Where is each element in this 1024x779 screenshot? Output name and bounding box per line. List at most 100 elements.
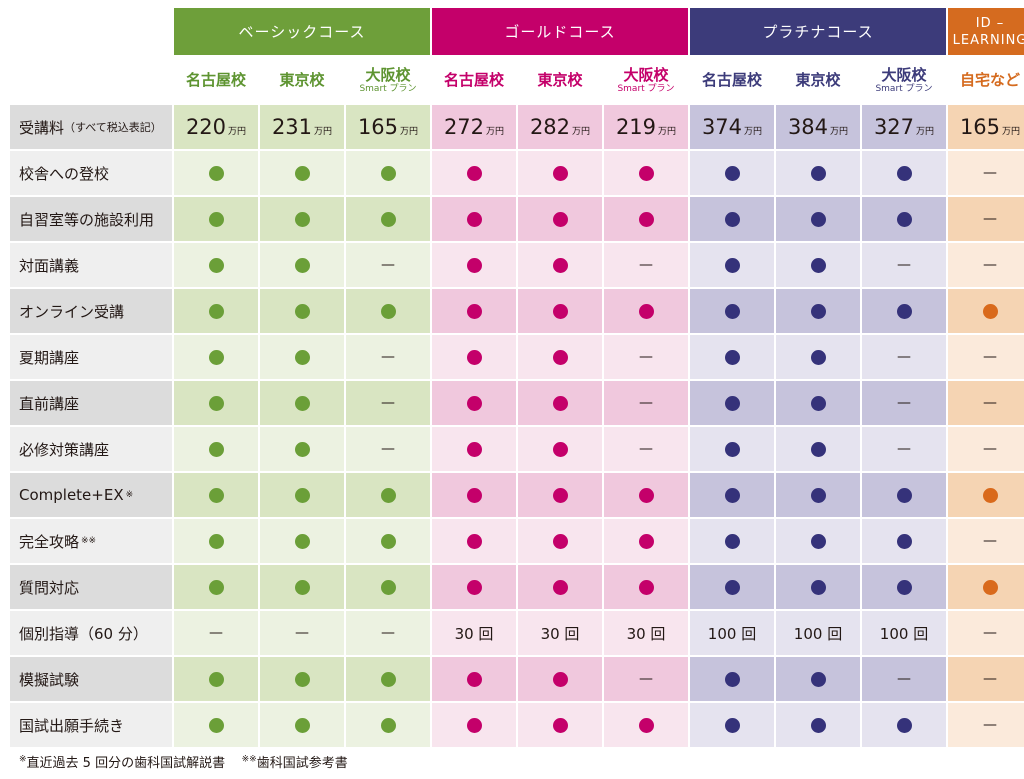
fee-value: 282 (529, 115, 571, 139)
feature-cell (432, 565, 516, 609)
included-dot-icon (638, 487, 654, 503)
included-dot-icon (638, 579, 654, 595)
included-dot-icon (638, 303, 654, 319)
feature-cell (346, 703, 430, 747)
feature-cell (690, 473, 774, 517)
not-included-dash: — (209, 625, 223, 641)
not-included-dash: — (983, 395, 997, 411)
not-included-dash: — (983, 441, 997, 457)
feature-cell (604, 473, 688, 517)
not-included-dash: — (381, 395, 395, 411)
included-dot-icon (466, 717, 482, 733)
feature-cell (690, 289, 774, 333)
not-included-dash: — (983, 165, 997, 181)
feature-cell (948, 289, 1024, 333)
feature-cell (174, 197, 258, 241)
row-label-footnote-mark: ※ (125, 490, 134, 500)
footnote-mark-1: ※ (19, 754, 27, 765)
fee-cell: 272 万円 (432, 105, 516, 149)
included-dot-icon (810, 165, 826, 181)
feature-cell (174, 335, 258, 379)
not-included-dash: — (639, 257, 653, 273)
feature-cell (604, 197, 688, 241)
fee-label: 受講料 (19, 118, 65, 137)
feature-cell (432, 151, 516, 195)
feature-cell (776, 703, 860, 747)
feature-cell (604, 151, 688, 195)
fee-value: 165 (357, 115, 399, 139)
course-header-id-learning-line1: ID – (975, 15, 1005, 31)
included-dot-icon (466, 441, 482, 457)
footnote-mark-2: ※※ (241, 754, 257, 765)
row-label-text: 必修対策講座 (19, 440, 110, 459)
fee-unit: 万円 (1002, 126, 1021, 137)
included-dot-icon (896, 165, 912, 181)
feature-cell (518, 519, 602, 563)
included-dot-icon (208, 441, 224, 457)
row-label-text: オンライン受講 (19, 302, 125, 321)
feature-cell: — (346, 335, 430, 379)
course-header-id-learning-line2: LEARNING (952, 32, 1024, 48)
session-count: 100 回 (879, 624, 929, 643)
course-comparison-table: ベーシックコース ゴールドコース プラチナコース ID – LEARNING 名… (10, 8, 1024, 747)
not-included-dash: — (983, 533, 997, 549)
row-label: 国試出願手続き (10, 703, 172, 747)
feature-cell (862, 151, 946, 195)
feature-cell (690, 657, 774, 701)
included-dot-icon (466, 349, 482, 365)
not-included-dash: — (381, 441, 395, 457)
row-label-text: 校舎への登校 (19, 164, 110, 183)
row-label: 自習室等の施設利用 (10, 197, 172, 241)
included-dot-icon (208, 303, 224, 319)
feature-cell (174, 473, 258, 517)
feature-cell: — (948, 427, 1024, 471)
row-label: 校舎への登校 (10, 151, 172, 195)
course-header-platinum: プラチナコース (690, 8, 946, 55)
included-dot-icon (294, 349, 310, 365)
feature-cell (174, 151, 258, 195)
included-dot-icon (294, 441, 310, 457)
not-included-dash: — (983, 717, 997, 733)
feature-cell (776, 565, 860, 609)
fee-cell: 282 万円 (518, 105, 602, 149)
included-dot-icon (466, 579, 482, 595)
row-label-text: 直前講座 (19, 394, 80, 413)
row-label: 夏期講座 (10, 335, 172, 379)
course-header-basic: ベーシックコース (174, 8, 430, 55)
feature-cell (948, 565, 1024, 609)
feature-cell (260, 657, 344, 701)
feature-cell (518, 657, 602, 701)
fee-label-note: （すべて税込表記） (64, 121, 162, 134)
fee-unit: 万円 (744, 126, 763, 137)
fee-unit: 万円 (228, 126, 247, 137)
feature-cell (260, 151, 344, 195)
feature-cell (862, 703, 946, 747)
included-dot-icon (208, 579, 224, 595)
feature-cell (174, 427, 258, 471)
feature-cell (432, 657, 516, 701)
included-dot-icon (294, 395, 310, 411)
included-dot-icon (552, 533, 568, 549)
included-dot-icon (638, 717, 654, 733)
feature-cell (346, 289, 430, 333)
feature-cell (776, 427, 860, 471)
school-name: 大阪校 (881, 65, 927, 84)
included-dot-icon (208, 257, 224, 273)
not-included-dash: — (639, 671, 653, 687)
feature-cell (862, 197, 946, 241)
not-included-dash: — (381, 257, 395, 273)
feature-cell (346, 657, 430, 701)
school-name: 大阪校 (365, 65, 411, 84)
row-label: 個別指導（60 分） (10, 611, 172, 655)
included-dot-icon (294, 533, 310, 549)
included-dot-icon (810, 533, 826, 549)
feature-cell: 30 回 (518, 611, 602, 655)
feature-cell (260, 703, 344, 747)
included-dot-icon (810, 441, 826, 457)
feature-cell: — (346, 427, 430, 471)
feature-cell (432, 381, 516, 425)
included-dot-icon (982, 579, 998, 595)
included-dot-icon (380, 303, 396, 319)
feature-cell (260, 565, 344, 609)
included-dot-icon (552, 211, 568, 227)
